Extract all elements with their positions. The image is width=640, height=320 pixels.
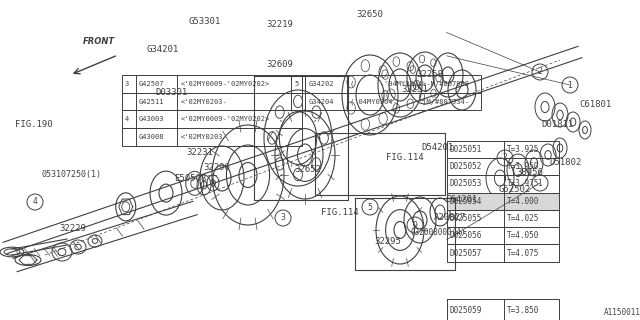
Text: D025053: D025053	[450, 180, 482, 188]
Bar	[122, 110, 302, 128]
Text: D54201: D54201	[421, 143, 453, 152]
Text: G53301: G53301	[189, 17, 221, 26]
Text: <'02MY0009-'02MY0202>: <'02MY0009-'02MY0202>	[180, 116, 269, 122]
Text: 2: 2	[502, 154, 508, 163]
Text: G52502: G52502	[499, 185, 531, 194]
Text: A115001176: A115001176	[604, 308, 640, 317]
Text: 32609: 32609	[267, 60, 293, 69]
Text: G34201: G34201	[147, 45, 179, 54]
Bar	[122, 93, 302, 110]
Bar	[447, 227, 559, 244]
Text: G42511: G42511	[139, 99, 164, 105]
Text: T=3.850: T=3.850	[508, 306, 540, 316]
Bar	[447, 175, 559, 193]
Bar	[447, 141, 559, 158]
Text: G34202: G34202	[308, 81, 334, 87]
Text: D025052: D025052	[450, 162, 482, 171]
Text: T=3.975: T=3.975	[508, 180, 540, 188]
Text: A20827: A20827	[434, 213, 466, 222]
Text: 38956: 38956	[516, 168, 543, 177]
Text: 32650: 32650	[356, 10, 383, 19]
Text: 4: 4	[33, 197, 37, 206]
Bar	[447, 299, 559, 320]
Text: 32231: 32231	[187, 148, 213, 157]
Text: 32295: 32295	[374, 237, 401, 246]
Text: D025055: D025055	[450, 214, 482, 223]
Text: D01811: D01811	[542, 120, 574, 129]
Text: T=3.925: T=3.925	[508, 145, 540, 154]
Text: 053107250(1): 053107250(1)	[42, 170, 102, 179]
Text: T=4.075: T=4.075	[508, 249, 540, 258]
Text: 32652: 32652	[294, 165, 321, 174]
Text: ('04MY0304-      )M/#807934-: ('04MY0304- )M/#807934-	[350, 98, 469, 105]
Bar	[291, 75, 481, 93]
Text: T=4.000: T=4.000	[508, 197, 540, 206]
Text: G43003: G43003	[139, 116, 164, 122]
Text: 32296: 32296	[204, 163, 230, 172]
Text: T=4.025: T=4.025	[508, 214, 540, 223]
Text: D025054: D025054	[450, 197, 482, 206]
Text: D025057: D025057	[450, 249, 482, 258]
Text: <'02MY0203-: <'02MY0203-	[180, 134, 227, 140]
Bar	[447, 193, 559, 210]
Text: 2: 2	[538, 68, 542, 76]
Text: 32251: 32251	[401, 85, 428, 94]
Text: G43008: G43008	[139, 134, 164, 140]
Text: D025051: D025051	[450, 145, 482, 154]
Text: 32258: 32258	[417, 70, 444, 79]
Text: D025059: D025059	[450, 306, 482, 316]
Text: G42507: G42507	[139, 81, 164, 87]
Text: <'02MY0203-: <'02MY0203-	[180, 99, 227, 105]
Bar	[447, 158, 559, 175]
Bar	[447, 210, 559, 227]
Text: FIG.114: FIG.114	[321, 208, 359, 217]
Bar	[291, 93, 481, 110]
Text: D03301: D03301	[156, 88, 188, 97]
Text: 32219: 32219	[267, 20, 293, 29]
Text: 5: 5	[367, 203, 372, 212]
Text: <'02MY0009-'02MY0202>: <'02MY0009-'02MY0202>	[180, 81, 269, 87]
Text: 4: 4	[125, 116, 129, 122]
Text: 1: 1	[538, 179, 542, 188]
Text: C61801: C61801	[580, 100, 612, 109]
Text: 32229: 32229	[60, 224, 86, 233]
Text: E50508: E50508	[174, 174, 206, 183]
Text: 9: 9	[413, 220, 417, 229]
Text: D51802: D51802	[549, 158, 581, 167]
Bar	[122, 128, 302, 146]
Text: T=3.950: T=3.950	[508, 162, 540, 171]
Text: (      -'04MY0304>-M/#807933: ( -'04MY0304>-M/#807933	[350, 81, 469, 87]
Text: 1: 1	[568, 81, 572, 90]
Text: G34204: G34204	[308, 99, 334, 105]
Text: 032008000(4): 032008000(4)	[410, 228, 466, 237]
Text: T=4.050: T=4.050	[508, 231, 540, 240]
Text: FRONT: FRONT	[83, 37, 115, 46]
Text: 3: 3	[125, 81, 129, 87]
Text: FIG.114: FIG.114	[386, 153, 424, 162]
Bar	[122, 75, 302, 93]
Text: C64201: C64201	[446, 195, 478, 204]
Text: FIG.190: FIG.190	[15, 120, 53, 129]
Text: D025056: D025056	[450, 231, 482, 240]
Bar	[447, 244, 559, 262]
Text: 3: 3	[280, 213, 285, 222]
Text: 5: 5	[294, 81, 298, 87]
